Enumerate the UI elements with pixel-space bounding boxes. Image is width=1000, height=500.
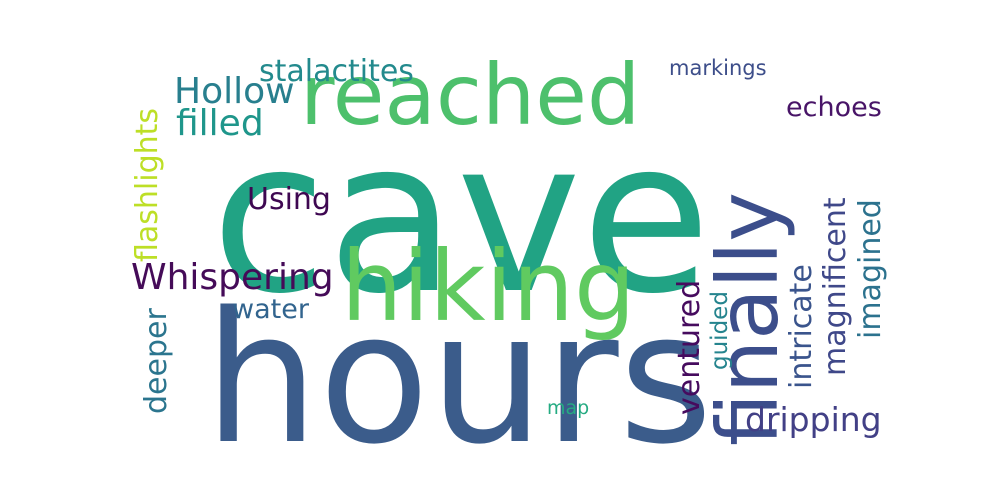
word-flashlights: flashlights	[130, 107, 165, 262]
word-cave: cave	[211, 94, 711, 340]
word-reached: reached	[300, 46, 641, 144]
word-markings: markings	[669, 56, 767, 80]
word-magnificent: magnificent	[818, 197, 853, 376]
word-ventured: ventured	[672, 279, 707, 415]
word-water: water	[232, 294, 309, 325]
word-deeper: deeper	[139, 308, 174, 414]
word-filled: filled	[176, 103, 264, 144]
word-dripping: dripping	[745, 400, 882, 439]
word-hours: hours	[204, 273, 713, 484]
word-intricate: intricate	[784, 264, 819, 389]
word-hollow: Hollow	[174, 71, 295, 112]
word-imagined: imagined	[853, 199, 888, 339]
word-hiking: hiking	[341, 230, 636, 343]
word-map: map	[547, 397, 590, 419]
word-echoes: echoes	[786, 92, 882, 123]
word-stalactites: stalactites	[259, 54, 414, 89]
word-using: Using	[247, 182, 331, 217]
word-guided: guided	[707, 291, 733, 370]
word-whispering: Whispering	[131, 257, 334, 298]
